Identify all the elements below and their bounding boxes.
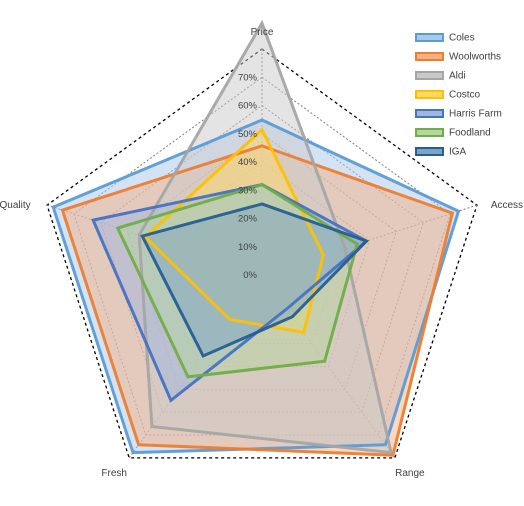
axis-labels: Price Access Range Fresh Quality (0, 27, 523, 479)
legend-label: Coles (449, 33, 475, 44)
radar-outer-ring (46, 48, 478, 459)
legend-item-iga: IGA (415, 147, 467, 158)
legend-swatch (415, 33, 444, 42)
legend-label: IGA (449, 147, 467, 158)
legend-item-coles: Coles (415, 33, 475, 44)
tick-label: 40% (238, 157, 258, 168)
series-line-iga (140, 202, 370, 358)
axis-label-range: Range (395, 468, 425, 479)
axis-label-quality: Quality (0, 200, 31, 211)
legend-item-foodland: Foodland (415, 128, 491, 139)
tick-label: 10% (238, 242, 258, 253)
tick-label: 30% (238, 185, 258, 196)
legend-swatch (415, 52, 444, 61)
legend-swatch (415, 90, 444, 99)
legend-item-woolworths: Woolworths (415, 52, 501, 63)
legend-label: Woolworths (449, 52, 501, 63)
axis-label-fresh: Fresh (101, 468, 127, 479)
tick-label: 20% (238, 214, 258, 225)
tick-labels: 0% 10% 20% 30% 40% 50% 60% 70% (238, 72, 258, 281)
axis-label-price: Price (251, 27, 274, 38)
legend-label: Costco (449, 90, 481, 101)
series-lines (51, 19, 461, 457)
legend-swatch (415, 71, 444, 80)
legend: Coles Woolworths Aldi Costco Harris Farm Food… (415, 33, 502, 158)
legend-item-costco: Costco (415, 90, 481, 101)
series-line-harris-farm (91, 183, 370, 403)
tick-label: 50% (238, 129, 258, 140)
legend-swatch (415, 128, 444, 137)
legend-item-aldi: Aldi (415, 71, 466, 82)
series-area-iga (142, 203, 367, 356)
legend-label: Harris Farm (449, 109, 502, 120)
tick-label: 60% (238, 101, 258, 112)
series-line-foodland (115, 182, 359, 379)
tick-label: 70% (238, 72, 258, 83)
axis-label-access: Access (491, 200, 523, 211)
legend-swatch (415, 147, 444, 156)
legend-swatch (415, 109, 444, 118)
series-line-aldi (137, 19, 393, 455)
tick-label: 0% (243, 270, 257, 281)
series-line-woolworths (60, 144, 455, 457)
legend-label: Foodland (449, 128, 491, 139)
legend-item-harris-farm: Harris Farm (415, 109, 502, 120)
legend-label: Aldi (449, 71, 466, 82)
